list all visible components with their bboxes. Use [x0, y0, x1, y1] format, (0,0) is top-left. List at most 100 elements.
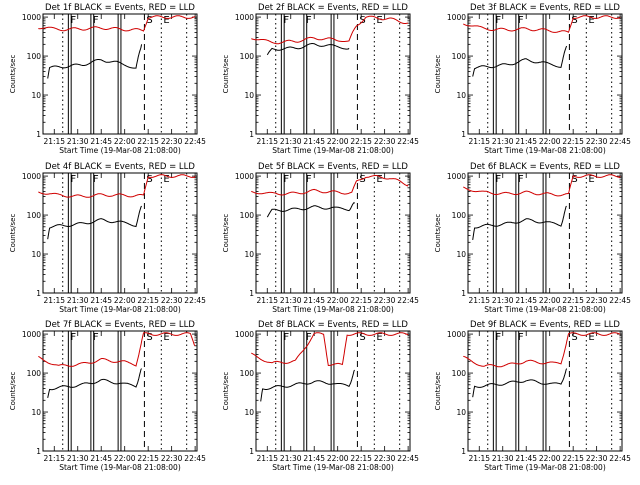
lld-series-line	[251, 15, 409, 45]
marker-label: F	[283, 174, 289, 185]
events-series-line	[47, 44, 143, 79]
y-tick-label: 10	[456, 408, 466, 417]
x-tick-label: 21:30	[280, 296, 302, 305]
panel-frame	[255, 13, 411, 135]
y-tick-label: 10	[31, 408, 41, 417]
marker-label: S	[359, 332, 365, 343]
x-tick-label: 21:30	[67, 137, 89, 146]
y-tick-label: 1	[36, 130, 41, 139]
marker-label: F	[70, 15, 76, 26]
y-axis-label: Counts/sec	[222, 55, 230, 94]
x-tick-label: 22:15	[562, 296, 584, 305]
events-series-line	[472, 45, 568, 77]
x-tick-label: 21:30	[280, 454, 302, 463]
y-tick-label: 1000	[447, 13, 466, 22]
y-tick-label: 100	[452, 211, 467, 220]
x-tick-label: 21:30	[67, 454, 89, 463]
marker-label: F	[93, 332, 99, 343]
events-series-line	[472, 368, 568, 398]
y-tick-label: 1	[249, 447, 254, 456]
marker-label: F	[495, 174, 501, 185]
x-tick-label: 22:15	[350, 296, 372, 305]
x-axis-label: Start Time (19-Mar-08 21:08:00)	[272, 463, 394, 472]
panel-title: Det 6f BLACK = Events, RED = LLD	[470, 162, 620, 172]
y-tick-label: 10	[244, 408, 254, 417]
y-tick-label: 100	[452, 52, 467, 61]
x-tick-label: 21:45	[515, 296, 537, 305]
x-tick-label: 22:00	[327, 137, 349, 146]
marker-label: S	[146, 332, 152, 343]
y-tick-label: 1000	[22, 330, 41, 339]
marker-label: E	[163, 174, 169, 185]
x-tick-label: 22:30	[161, 454, 183, 463]
marker-label: S	[571, 15, 577, 26]
marker-label: F	[93, 174, 99, 185]
x-axis-label: Start Time (19-Mar-08 21:08:00)	[59, 463, 181, 472]
marker-label: S	[359, 15, 365, 26]
x-tick-label: 22:00	[114, 137, 136, 146]
y-tick-label: 1000	[447, 330, 466, 339]
lld-series-line	[251, 332, 409, 367]
x-tick-label: 22:00	[539, 137, 561, 146]
y-tick-label: 1000	[447, 172, 466, 181]
x-tick-label: 21:15	[43, 137, 65, 146]
marker-label: F	[70, 174, 76, 185]
y-axis-label: Counts/sec	[9, 214, 17, 253]
y-tick-label: 100	[452, 369, 467, 378]
panel-title: Det 9f BLACK = Events, RED = LLD	[470, 320, 620, 330]
marker-label: E	[376, 174, 382, 185]
y-tick-label: 1	[249, 289, 254, 298]
y-tick-label: 1000	[22, 172, 41, 181]
x-tick-label: 22:00	[327, 296, 349, 305]
x-tick-label: 21:15	[256, 454, 278, 463]
x-tick-label: 21:45	[303, 137, 325, 146]
x-tick-label: 21:30	[492, 454, 514, 463]
y-axis-label: Counts/sec	[434, 372, 442, 411]
panel-frame	[467, 330, 623, 452]
marker-label: F	[518, 15, 524, 26]
x-tick-label: 22:45	[397, 137, 419, 146]
y-tick-label: 1	[36, 447, 41, 456]
y-tick-label: 1	[249, 130, 254, 139]
marker-label: E	[588, 332, 594, 343]
x-tick-label: 22:15	[562, 137, 584, 146]
marker-label: E	[588, 174, 594, 185]
x-tick-label: 22:00	[539, 296, 561, 305]
y-tick-label: 10	[31, 91, 41, 100]
panel-frame	[467, 172, 623, 294]
panel-frame	[42, 330, 198, 452]
lld-series-line	[251, 175, 409, 196]
x-tick-label: 22:45	[397, 296, 419, 305]
x-tick-label: 21:15	[468, 137, 490, 146]
x-tick-label: 21:45	[90, 454, 112, 463]
panel-title: Det 1f BLACK = Events, RED = LLD	[45, 3, 195, 13]
x-tick-label: 22:45	[184, 454, 206, 463]
x-tick-label: 21:45	[90, 296, 112, 305]
lld-series-line	[463, 174, 621, 197]
y-tick-label: 100	[240, 52, 255, 61]
x-tick-label: 21:45	[303, 454, 325, 463]
x-tick-label: 22:45	[184, 137, 206, 146]
x-tick-label: 21:15	[256, 296, 278, 305]
x-tick-label: 21:45	[515, 454, 537, 463]
marker-label: E	[163, 332, 169, 343]
panel-frame	[255, 330, 411, 452]
y-tick-label: 100	[240, 211, 255, 220]
y-tick-label: 100	[240, 369, 255, 378]
events-series-line	[472, 205, 567, 240]
x-tick-label: 22:45	[609, 137, 631, 146]
x-tick-label: 22:30	[374, 296, 396, 305]
y-axis-label: Counts/sec	[9, 55, 17, 94]
marker-label: F	[283, 15, 289, 26]
x-tick-label: 21:30	[492, 137, 514, 146]
x-tick-label: 22:30	[161, 296, 183, 305]
events-series-line	[260, 369, 356, 402]
y-tick-label: 1	[461, 447, 466, 456]
events-series-line	[266, 201, 355, 218]
x-tick-label: 22:45	[609, 296, 631, 305]
x-tick-label: 22:30	[374, 454, 396, 463]
marker-label: E	[376, 15, 382, 26]
marker-label: F	[518, 174, 524, 185]
